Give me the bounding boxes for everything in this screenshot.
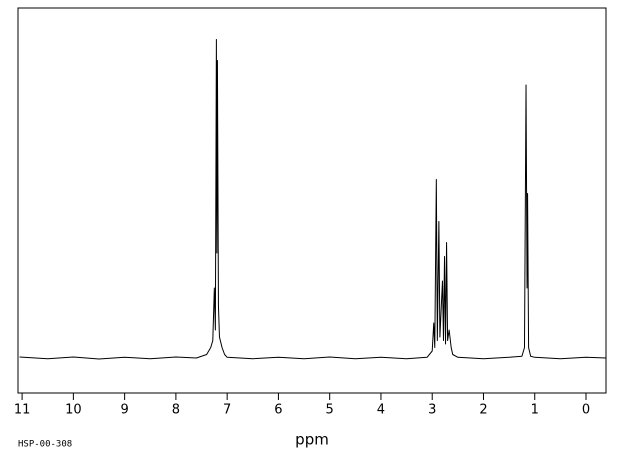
x-tick-label: 1 bbox=[531, 403, 539, 418]
spectrum-id: HSP-00-308 bbox=[18, 440, 72, 450]
plot-frame bbox=[17, 7, 607, 394]
x-tick-label: 9 bbox=[120, 403, 128, 418]
x-tick-label: 7 bbox=[223, 403, 231, 418]
x-tick-label: 3 bbox=[428, 403, 436, 418]
x-tick-label: 11 bbox=[14, 403, 31, 418]
x-tick-label: 2 bbox=[479, 403, 487, 418]
x-tick-label: 10 bbox=[65, 403, 82, 418]
x-tick-label: 4 bbox=[377, 403, 385, 418]
x-tick-label: 5 bbox=[326, 403, 334, 418]
x-tick-label: 6 bbox=[274, 403, 282, 418]
spectrum-line bbox=[19, 39, 607, 360]
x-tick-label: 0 bbox=[582, 403, 590, 418]
x-axis-label: ppm bbox=[295, 431, 329, 449]
x-tick-label: 8 bbox=[172, 403, 180, 418]
